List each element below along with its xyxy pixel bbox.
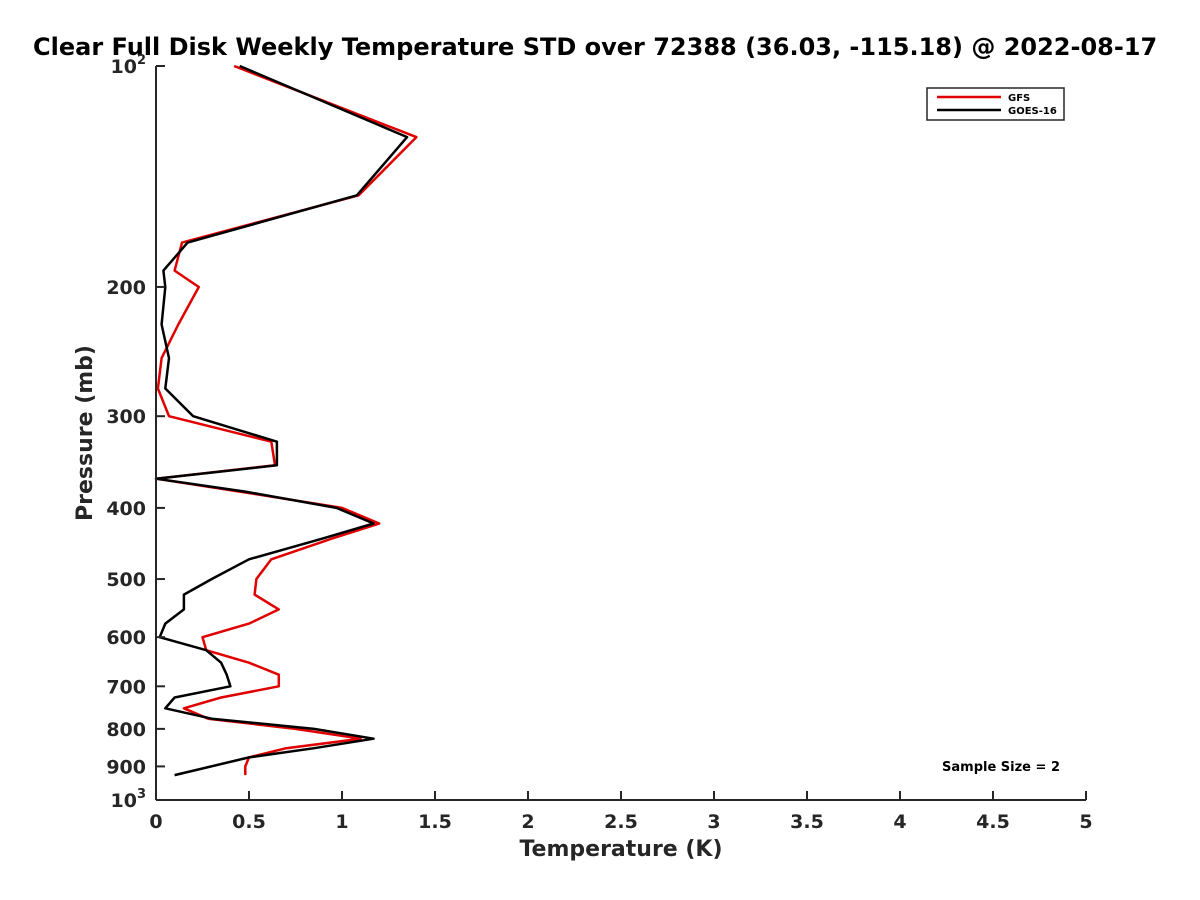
y-tick-label: 400 — [106, 498, 146, 520]
y-ticks: 102 200 300 400 500 600 700 800 900 103 — [106, 53, 165, 812]
x-tick-label: 5 — [1079, 811, 1092, 833]
plot-series — [154, 64, 418, 777]
y-tick-label: 700 — [106, 676, 146, 698]
x-tick-label: 3 — [707, 811, 720, 833]
y-tick-label: 800 — [106, 719, 146, 741]
x-tick-label: 4.5 — [976, 811, 1010, 833]
legend-label: GOES-16 — [1008, 106, 1057, 117]
axes — [155, 66, 1086, 801]
y-tick-label: 600 — [106, 627, 146, 649]
chart-title: Clear Full Disk Weekly Temperature STD o… — [33, 33, 1157, 61]
x-tick-label: 3.5 — [790, 811, 824, 833]
x-tick-label: 2 — [521, 811, 534, 833]
x-tick-label: 2.5 — [604, 811, 638, 833]
series-line-goes-16 — [154, 64, 409, 777]
x-tick-label: 4 — [893, 811, 906, 833]
sample-size-annotation: Sample Size = 2 — [942, 760, 1060, 775]
y-tick-label: 200 — [106, 277, 146, 299]
y-axis-label: Pressure (mb) — [73, 345, 98, 521]
x-tick-label: 0 — [149, 811, 162, 833]
x-tick-label: 1 — [335, 811, 348, 833]
y-tick-label: 102 — [111, 53, 147, 78]
y-tick-label: 103 — [111, 787, 147, 812]
y-tick-label: 500 — [106, 569, 146, 591]
x-tick-label: 1.5 — [418, 811, 452, 833]
x-tick-label: 0.5 — [232, 811, 266, 833]
legend: GFS GOES-16 — [926, 87, 1065, 121]
x-ticks: 0 0.5 1 1.5 2 2.5 3 3.5 4 4.5 5 — [149, 791, 1093, 833]
legend-box — [926, 87, 1065, 121]
legend-entries: GFS GOES-16 — [937, 93, 1057, 117]
x-axis-label: Temperature (K) — [519, 837, 722, 862]
y-tick-label: 900 — [106, 756, 146, 778]
legend-label: GFS — [1008, 93, 1030, 104]
y-tick-label: 300 — [106, 406, 146, 428]
